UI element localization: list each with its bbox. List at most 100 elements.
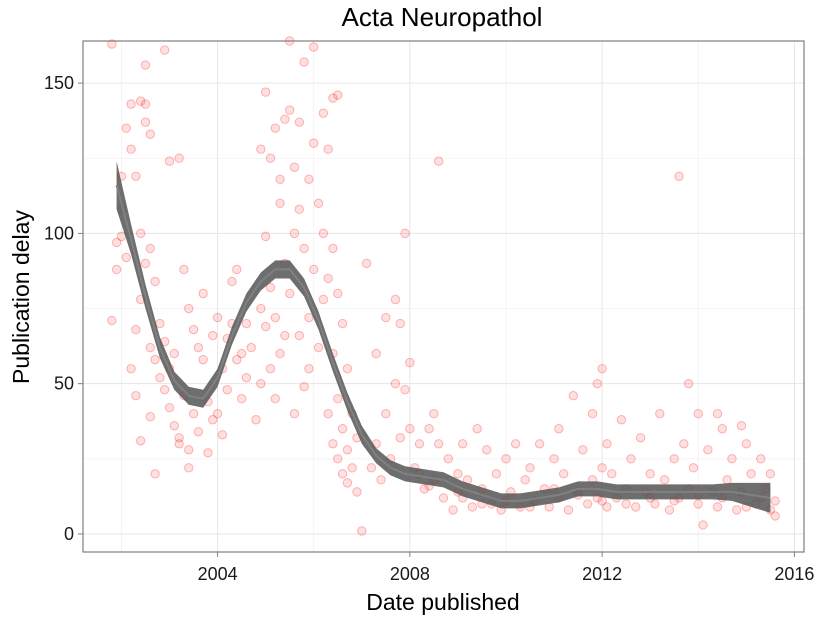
data-point [246, 342, 256, 353]
data-point [318, 294, 329, 305]
data-point [289, 228, 300, 239]
data-point [328, 93, 338, 103]
data-point [299, 243, 309, 254]
data-point [174, 153, 184, 163]
data-point [174, 439, 184, 449]
x-axis: 2004 2008 2012 2016 [198, 552, 814, 584]
data-point [160, 384, 170, 395]
data-point [198, 354, 208, 365]
smooth-curve [115, 161, 771, 513]
data-point [150, 354, 160, 365]
data-point [309, 138, 319, 148]
data-point [688, 463, 699, 473]
data-point [280, 330, 290, 341]
data-point [333, 394, 343, 404]
data-point [736, 421, 747, 431]
data-point [265, 282, 276, 293]
data-point [770, 511, 780, 521]
data-point [563, 505, 574, 515]
data-point [275, 198, 285, 209]
data-point [549, 454, 559, 464]
data-point [602, 502, 612, 512]
data-point [236, 348, 247, 359]
data-point [578, 445, 588, 455]
data-point [265, 363, 276, 374]
data-point [390, 378, 401, 389]
data-point [626, 454, 636, 464]
data-point [765, 469, 776, 479]
data-point [126, 363, 136, 374]
data-point [352, 487, 362, 497]
data-point [193, 427, 204, 437]
data-point [597, 363, 607, 374]
y-tick-label: 150 [44, 73, 74, 93]
data-point [289, 409, 300, 419]
data-point [510, 439, 521, 449]
y-tick-label: 0 [64, 524, 74, 544]
data-point [188, 324, 199, 335]
data-point [121, 252, 131, 263]
data-point [607, 469, 617, 479]
data-point [188, 409, 199, 419]
data-point [318, 228, 329, 239]
data-point [212, 312, 223, 323]
data-point [342, 445, 353, 455]
data-point [150, 276, 160, 287]
data-point [318, 108, 329, 118]
data-point [284, 288, 295, 299]
y-axis: 0 50 100 150 [44, 73, 83, 544]
data-point [131, 171, 141, 181]
y-tick-label: 100 [44, 223, 74, 243]
data-point [414, 439, 425, 449]
data-point [602, 439, 612, 449]
data-point [741, 439, 752, 449]
data-point [232, 264, 242, 275]
data-point [265, 153, 276, 163]
y-axis-label: Publication delay [8, 210, 34, 384]
data-point [443, 454, 454, 464]
data-point [174, 433, 184, 443]
data-point [722, 475, 732, 485]
data-point [135, 228, 146, 239]
data-point [145, 129, 155, 139]
data-point [313, 198, 324, 209]
y-tick-label: 50 [54, 374, 74, 394]
data-point [184, 303, 194, 314]
data-point [337, 424, 348, 434]
data-point [193, 342, 204, 353]
data-point [145, 342, 155, 353]
data-point [717, 424, 727, 434]
data-point [140, 60, 151, 70]
data-point [135, 96, 146, 106]
data-point [395, 318, 405, 329]
data-point [664, 505, 675, 515]
data-point [347, 463, 357, 473]
data-point [390, 294, 401, 305]
data-point [419, 484, 429, 494]
data-point [284, 105, 295, 115]
data-point [260, 321, 271, 332]
data-point [135, 436, 146, 446]
data-point [107, 39, 117, 49]
data-point [635, 433, 646, 443]
data-point [150, 469, 160, 479]
grid [83, 41, 804, 552]
data-point [111, 237, 122, 248]
data-point [294, 204, 304, 215]
data-point [155, 372, 165, 383]
data-point [333, 90, 343, 100]
data-point [304, 174, 314, 184]
data-point [160, 45, 170, 55]
data-point [534, 439, 545, 449]
data-point [275, 348, 285, 359]
data-point [169, 348, 180, 359]
plot-area [82, 36, 805, 553]
data-point [592, 378, 603, 389]
data-point [525, 463, 535, 473]
plot-border [82, 40, 805, 553]
data-point [323, 144, 333, 154]
data-point [111, 264, 122, 275]
data-point [568, 390, 578, 401]
data-point [342, 478, 353, 488]
data-point [650, 499, 660, 509]
